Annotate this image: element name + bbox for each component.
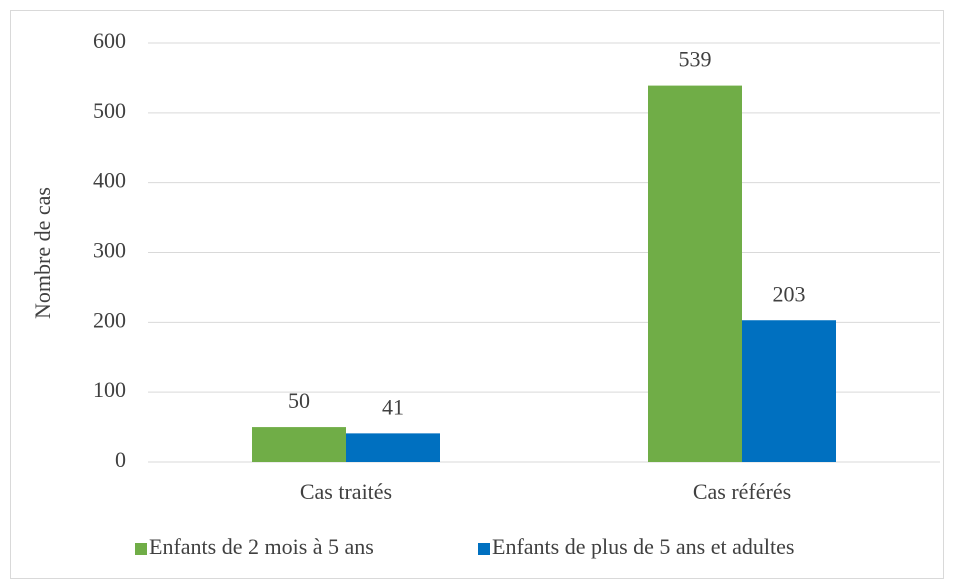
bar	[252, 427, 346, 462]
chart-border	[10, 10, 944, 579]
legend-swatch	[478, 543, 490, 555]
y-tick-label: 200	[93, 307, 126, 332]
y-tick-label: 0	[115, 447, 126, 472]
data-label: 50	[288, 388, 310, 413]
y-tick-label: 400	[93, 168, 126, 193]
bar	[346, 433, 440, 462]
x-tick-label: Cas référés	[693, 479, 791, 504]
legend-label: Enfants de plus de 5 ans et adultes	[492, 534, 794, 559]
bar	[648, 85, 742, 463]
data-label: 539	[679, 47, 712, 72]
y-tick-label: 600	[93, 28, 126, 53]
y-tick-label: 300	[93, 238, 126, 263]
legend-label: Enfants de 2 mois à 5 ans	[149, 534, 374, 559]
y-axis-label: Nombre de cas	[30, 187, 55, 319]
data-label: 41	[382, 394, 404, 419]
y-tick-label: 100	[93, 377, 126, 402]
legend-swatch	[135, 543, 147, 555]
y-tick-label: 500	[93, 98, 126, 123]
data-label: 203	[773, 281, 806, 306]
bar	[742, 320, 836, 462]
x-tick-label: Cas traités	[300, 479, 392, 504]
